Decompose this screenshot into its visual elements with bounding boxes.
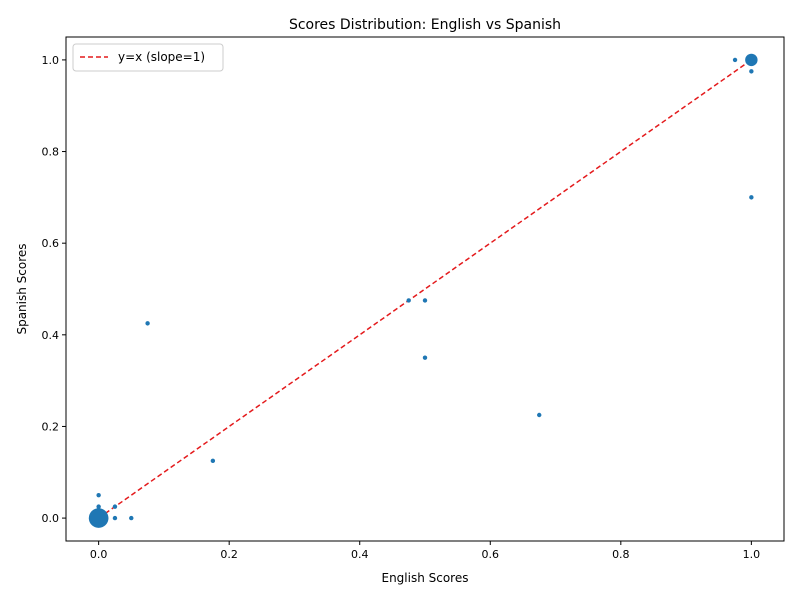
y-tick-label: 0.8 [42,146,60,159]
scatter-point [749,195,754,200]
legend: y=x (slope=1) [72,43,224,72]
scatter-point [749,69,754,74]
x-tick-label: 0.2 [220,548,238,561]
y-tick-label: 1.0 [42,54,60,67]
reference-line-layer [98,59,752,519]
y-tick-label: 0.4 [42,329,60,342]
x-tick-label: 0.8 [612,548,630,561]
x-axis-ticks: 0.0 0.2 0.4 0.6 0.8 1.0 [90,541,760,561]
y-axis-label: Spanish Scores [15,243,29,334]
scatter-point [96,492,101,498]
scatter-point [96,504,101,509]
plot-area-frame [65,36,785,542]
x-axis-label: English Scores [381,571,468,585]
chart-title: Scores Distribution: English vs Spanish [289,17,561,33]
scatter-point [745,53,758,67]
reference-line [98,59,752,519]
scatter-point [129,515,134,521]
scatter-point [88,508,109,528]
scatter-point [732,57,738,63]
scatter-point [406,298,411,303]
scatter-point [422,298,428,303]
y-tick-label: 0.2 [42,420,60,433]
legend-box [72,43,224,72]
scatter-point [537,412,542,418]
legend-label: y=x (slope=1) [118,50,205,64]
x-tick-label: 0.4 [351,548,369,561]
scatter-point [145,321,150,326]
y-axis-ticks: 0.0 0.2 0.4 0.6 0.8 1.0 [42,54,66,525]
x-tick-label: 0.6 [482,548,500,561]
scatter-point [210,458,216,464]
scatter-point [422,355,428,360]
scatter-point [112,515,118,521]
x-tick-label: 1.0 [743,548,761,561]
scatter-point [112,504,118,509]
x-tick-label: 0.0 [90,548,108,561]
y-tick-label: 0.6 [42,237,60,250]
scatter-points [88,53,758,528]
y-tick-label: 0.0 [42,512,60,525]
